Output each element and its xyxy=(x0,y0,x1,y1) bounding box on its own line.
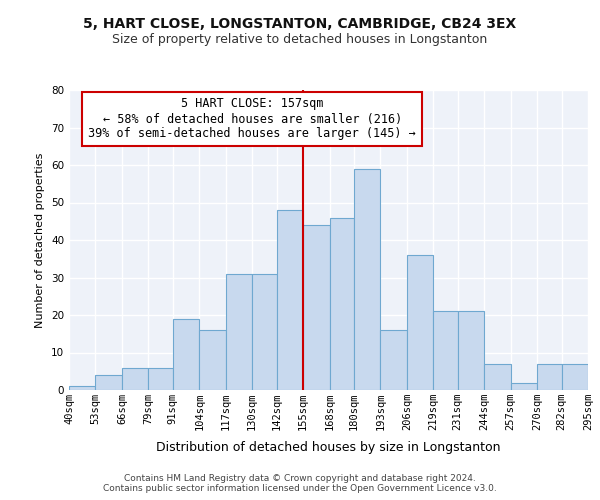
X-axis label: Distribution of detached houses by size in Longstanton: Distribution of detached houses by size … xyxy=(156,442,501,454)
Bar xyxy=(95,375,122,390)
Bar xyxy=(252,274,277,390)
Bar xyxy=(380,330,407,390)
Bar xyxy=(148,368,173,390)
Bar xyxy=(511,382,537,390)
Bar xyxy=(329,218,354,390)
Bar xyxy=(199,330,226,390)
Bar xyxy=(69,386,95,390)
Bar xyxy=(303,225,329,390)
Y-axis label: Number of detached properties: Number of detached properties xyxy=(35,152,46,328)
Bar xyxy=(173,319,199,390)
Bar xyxy=(226,274,252,390)
Text: 5 HART CLOSE: 157sqm
← 58% of detached houses are smaller (216)
39% of semi-deta: 5 HART CLOSE: 157sqm ← 58% of detached h… xyxy=(88,98,416,140)
Bar xyxy=(537,364,562,390)
Bar xyxy=(354,169,380,390)
Bar xyxy=(407,255,433,390)
Bar xyxy=(122,368,148,390)
Text: 5, HART CLOSE, LONGSTANTON, CAMBRIDGE, CB24 3EX: 5, HART CLOSE, LONGSTANTON, CAMBRIDGE, C… xyxy=(83,18,517,32)
Bar xyxy=(562,364,588,390)
Bar xyxy=(433,311,458,390)
Bar xyxy=(277,210,303,390)
Text: Contains HM Land Registry data © Crown copyright and database right 2024.: Contains HM Land Registry data © Crown c… xyxy=(124,474,476,483)
Text: Contains public sector information licensed under the Open Government Licence v3: Contains public sector information licen… xyxy=(103,484,497,493)
Bar xyxy=(484,364,511,390)
Text: Size of property relative to detached houses in Longstanton: Size of property relative to detached ho… xyxy=(112,32,488,46)
Bar xyxy=(458,311,484,390)
